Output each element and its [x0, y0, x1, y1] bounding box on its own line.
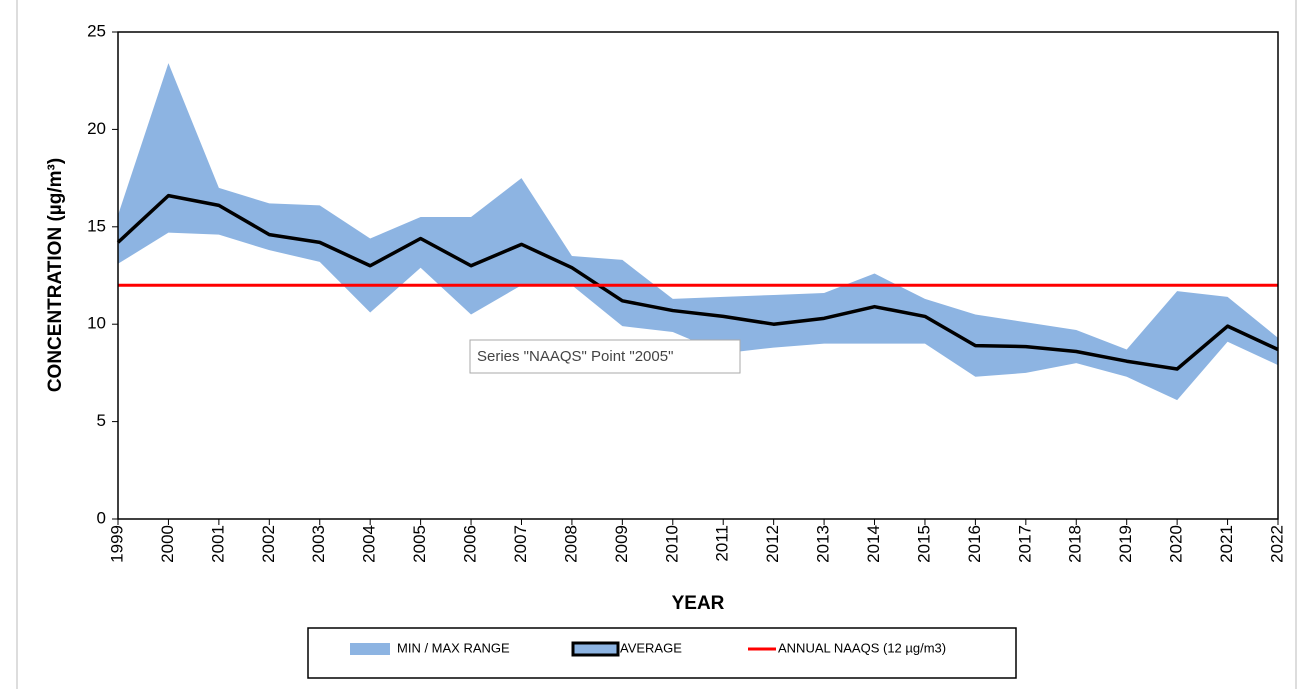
x-tick-label: 2005: [410, 525, 429, 563]
tooltip: Series "NAAQS" Point "2005": [469, 339, 741, 374]
y-tick-label: 0: [97, 508, 106, 527]
y-axis-title: CONCENTRATION (µg/m³): [45, 158, 66, 392]
x-tick-label: 2006: [461, 525, 480, 563]
tooltip-box: [469, 339, 741, 374]
x-tick-label: 2020: [1167, 525, 1186, 563]
y-tick-label: 10: [87, 314, 106, 333]
tooltip-text: Series "NAAQS" Point "2005": [477, 348, 673, 365]
x-tick-label: 2012: [763, 525, 782, 563]
legend: MIN / MAX RANGE AVERAGE ANNUAL NAAQS (12 µ…: [350, 640, 946, 657]
x-tick-label: 2008: [561, 525, 580, 563]
x-tick-label: 2021: [1217, 525, 1236, 563]
x-tick-label: 2016: [965, 525, 984, 563]
x-tick-label: 2001: [208, 525, 227, 563]
legend-swatch: [571, 641, 620, 657]
legend-swatch: [350, 643, 390, 655]
y-tick-label: 25: [87, 21, 106, 40]
x-tick-label: 2014: [864, 525, 883, 563]
x-tick-label: 2003: [309, 525, 328, 563]
legend-label: MIN / MAX RANGE: [397, 640, 510, 655]
plot-border: [117, 31, 1279, 520]
y-tick-label: 5: [97, 411, 106, 430]
x-tick-label: 2009: [612, 525, 631, 563]
legend-box: [307, 627, 1017, 679]
x-tick-label: 2011: [713, 525, 732, 562]
x-tick-label: 2015: [914, 525, 933, 563]
x-tick-label: 2010: [662, 525, 681, 563]
x-tick-label: 2017: [1015, 525, 1034, 563]
x-tick-label: 2018: [1066, 525, 1085, 563]
legend-label: AVERAGE: [620, 640, 682, 655]
legend-label: ANNUAL NAAQS (12 µg/m3): [778, 640, 946, 655]
x-tick-label: 2019: [1116, 525, 1135, 563]
x-tick-label: 1999: [107, 525, 126, 563]
x-tick-label: 2002: [259, 525, 278, 563]
x-tick-label: 2013: [814, 525, 833, 563]
plot: 0 5 10 15 20 25 1999 2000 2001 2002 2003 2004 2005 20…: [87, 21, 1286, 562]
y-tick-label: 15: [87, 216, 106, 235]
x-axis-title: YEAR: [672, 593, 725, 614]
x-tick-label: 2000: [158, 525, 177, 563]
x-tick-label: 2022: [1267, 525, 1286, 563]
line: [116, 193, 1279, 371]
x-tick-label: 2004: [360, 525, 379, 563]
x-tick-label: 2007: [511, 525, 530, 563]
y-tick-label: 20: [87, 119, 106, 138]
